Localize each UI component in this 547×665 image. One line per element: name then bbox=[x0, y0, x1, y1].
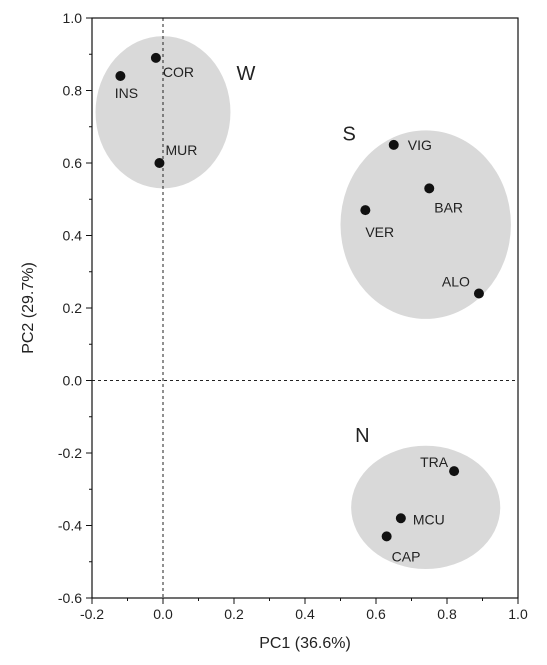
point-label-vig: VIG bbox=[408, 137, 432, 153]
x-tick-label: -0.2 bbox=[80, 606, 104, 622]
data-point-mcu bbox=[395, 513, 406, 524]
y-tick-label: -0.6 bbox=[58, 590, 82, 606]
y-tick-label: -0.4 bbox=[58, 518, 82, 534]
group-ellipse-w bbox=[95, 36, 231, 189]
group-ellipses bbox=[95, 36, 511, 569]
data-point-ver bbox=[360, 205, 371, 216]
x-tick-label: 0.0 bbox=[153, 606, 173, 622]
point-label-bar: BAR bbox=[434, 199, 463, 215]
point-label-mcu: MCU bbox=[413, 511, 445, 527]
data-point-cor bbox=[150, 52, 161, 63]
data-point-bar bbox=[424, 183, 435, 194]
y-axis-title: PC2 (29.7%) bbox=[20, 262, 37, 354]
data-point-vig bbox=[388, 139, 399, 150]
x-tick-label: 0.6 bbox=[366, 606, 386, 622]
data-point-ins bbox=[115, 71, 126, 81]
x-tick-label: 0.2 bbox=[224, 606, 244, 622]
y-tick-label: -0.2 bbox=[58, 445, 82, 461]
point-labels: INS COR MUR VIG BAR VER ALO TRA MCU CAP bbox=[115, 64, 470, 565]
x-tick-label: 1.0 bbox=[508, 606, 528, 622]
y-tick-label: 0.2 bbox=[63, 300, 83, 316]
data-points bbox=[115, 52, 484, 542]
data-point-alo bbox=[473, 288, 484, 299]
point-label-tra: TRA bbox=[420, 454, 449, 470]
point-label-ver: VER bbox=[365, 224, 394, 240]
point-label-cap: CAP bbox=[392, 548, 421, 564]
point-label-ins: INS bbox=[115, 85, 138, 101]
point-label-cor: COR bbox=[163, 64, 194, 80]
group-label-s: S bbox=[343, 123, 356, 145]
y-tick-label: 0.6 bbox=[63, 155, 83, 171]
axis-ticks: -0.2 0.0 0.2 0.4 0.6 0.8 1.0 -0.6 -0.4 -0.2 0.0 0.2… bbox=[58, 10, 528, 622]
group-labels: W S N bbox=[236, 63, 369, 447]
y-tick-label: 0.4 bbox=[63, 228, 83, 244]
group-ellipse-s bbox=[340, 130, 511, 319]
x-tick-label: 0.4 bbox=[295, 606, 315, 622]
group-label-n: N bbox=[355, 425, 369, 447]
point-label-mur: MUR bbox=[165, 142, 197, 158]
group-label-w: W bbox=[236, 63, 255, 85]
y-tick-label: 0.0 bbox=[63, 373, 83, 389]
y-tick-label: 0.8 bbox=[63, 83, 83, 99]
data-point-tra bbox=[449, 466, 460, 477]
x-axis-title: PC1 (36.6%) bbox=[259, 635, 351, 652]
reference-lines bbox=[92, 18, 518, 598]
point-label-alo: ALO bbox=[442, 274, 470, 290]
x-tick-label: 0.8 bbox=[437, 606, 457, 622]
data-point-mur bbox=[154, 158, 165, 168]
y-tick-label: 1.0 bbox=[63, 10, 83, 26]
data-point-cap bbox=[381, 531, 392, 542]
